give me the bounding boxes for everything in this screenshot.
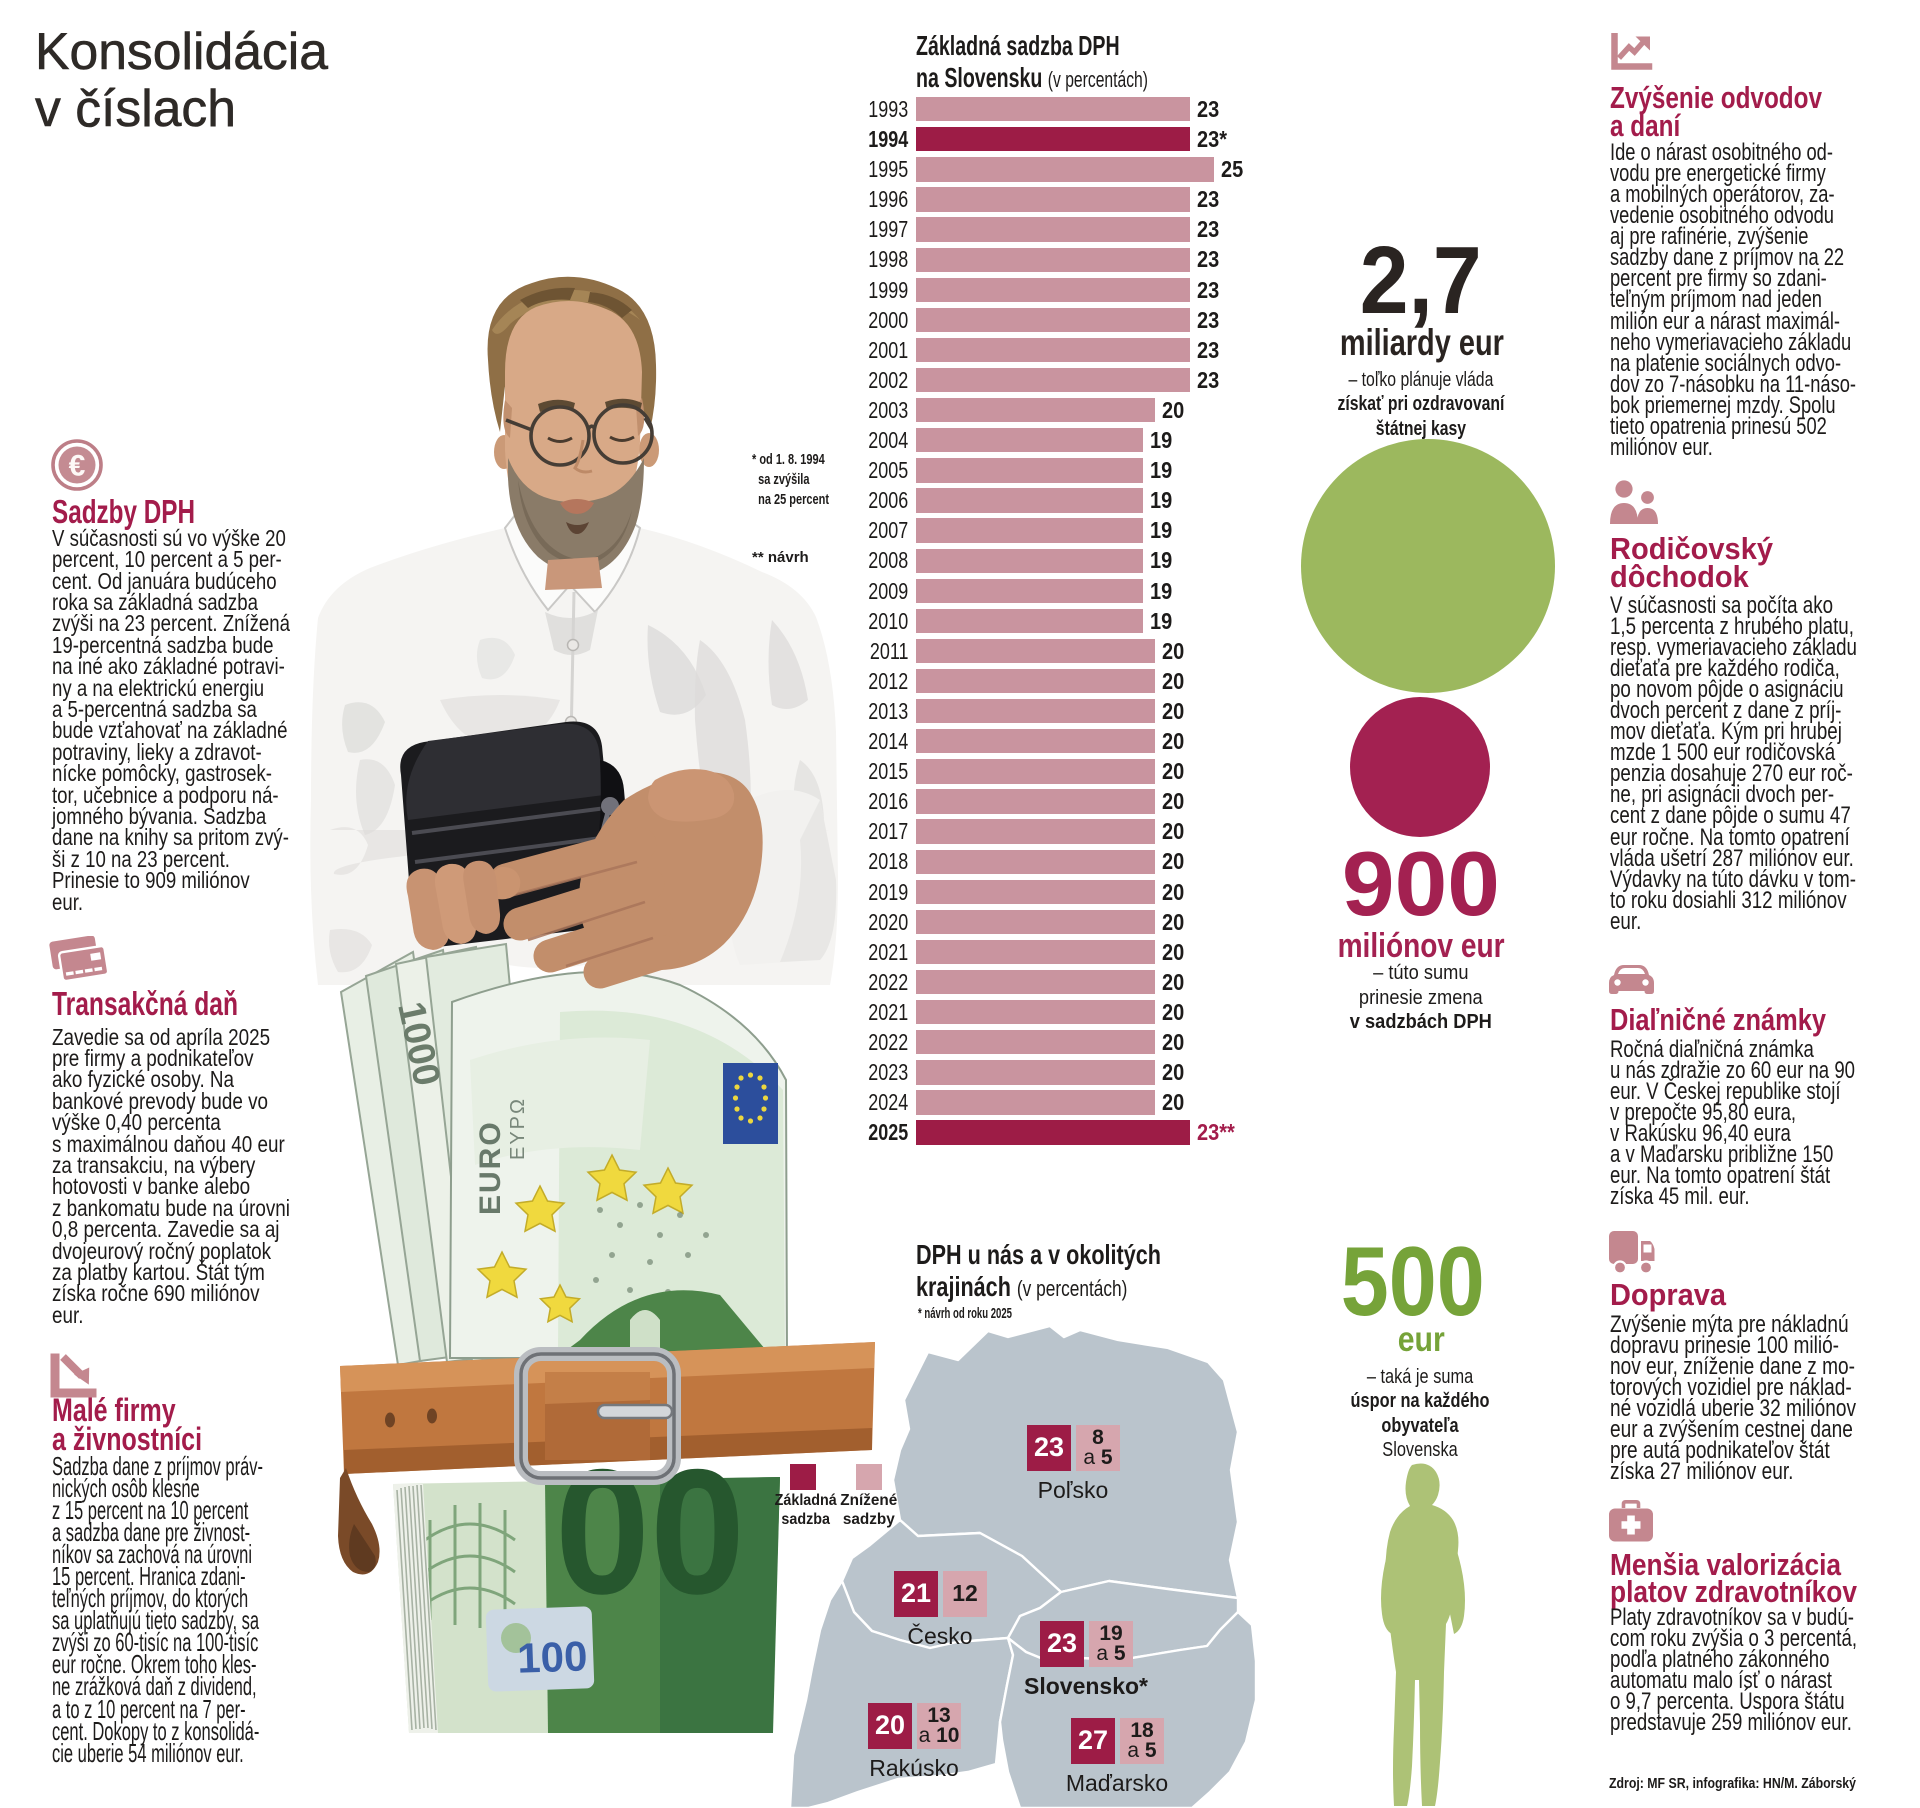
svg-text:EYPΩ: EYPΩ <box>507 1097 529 1160</box>
svg-text:EURO: EURO <box>474 1120 507 1215</box>
svg-text:€: € <box>69 450 86 483</box>
svg-text:00: 00 <box>555 1432 745 1631</box>
svg-text:100: 100 <box>516 1632 588 1681</box>
